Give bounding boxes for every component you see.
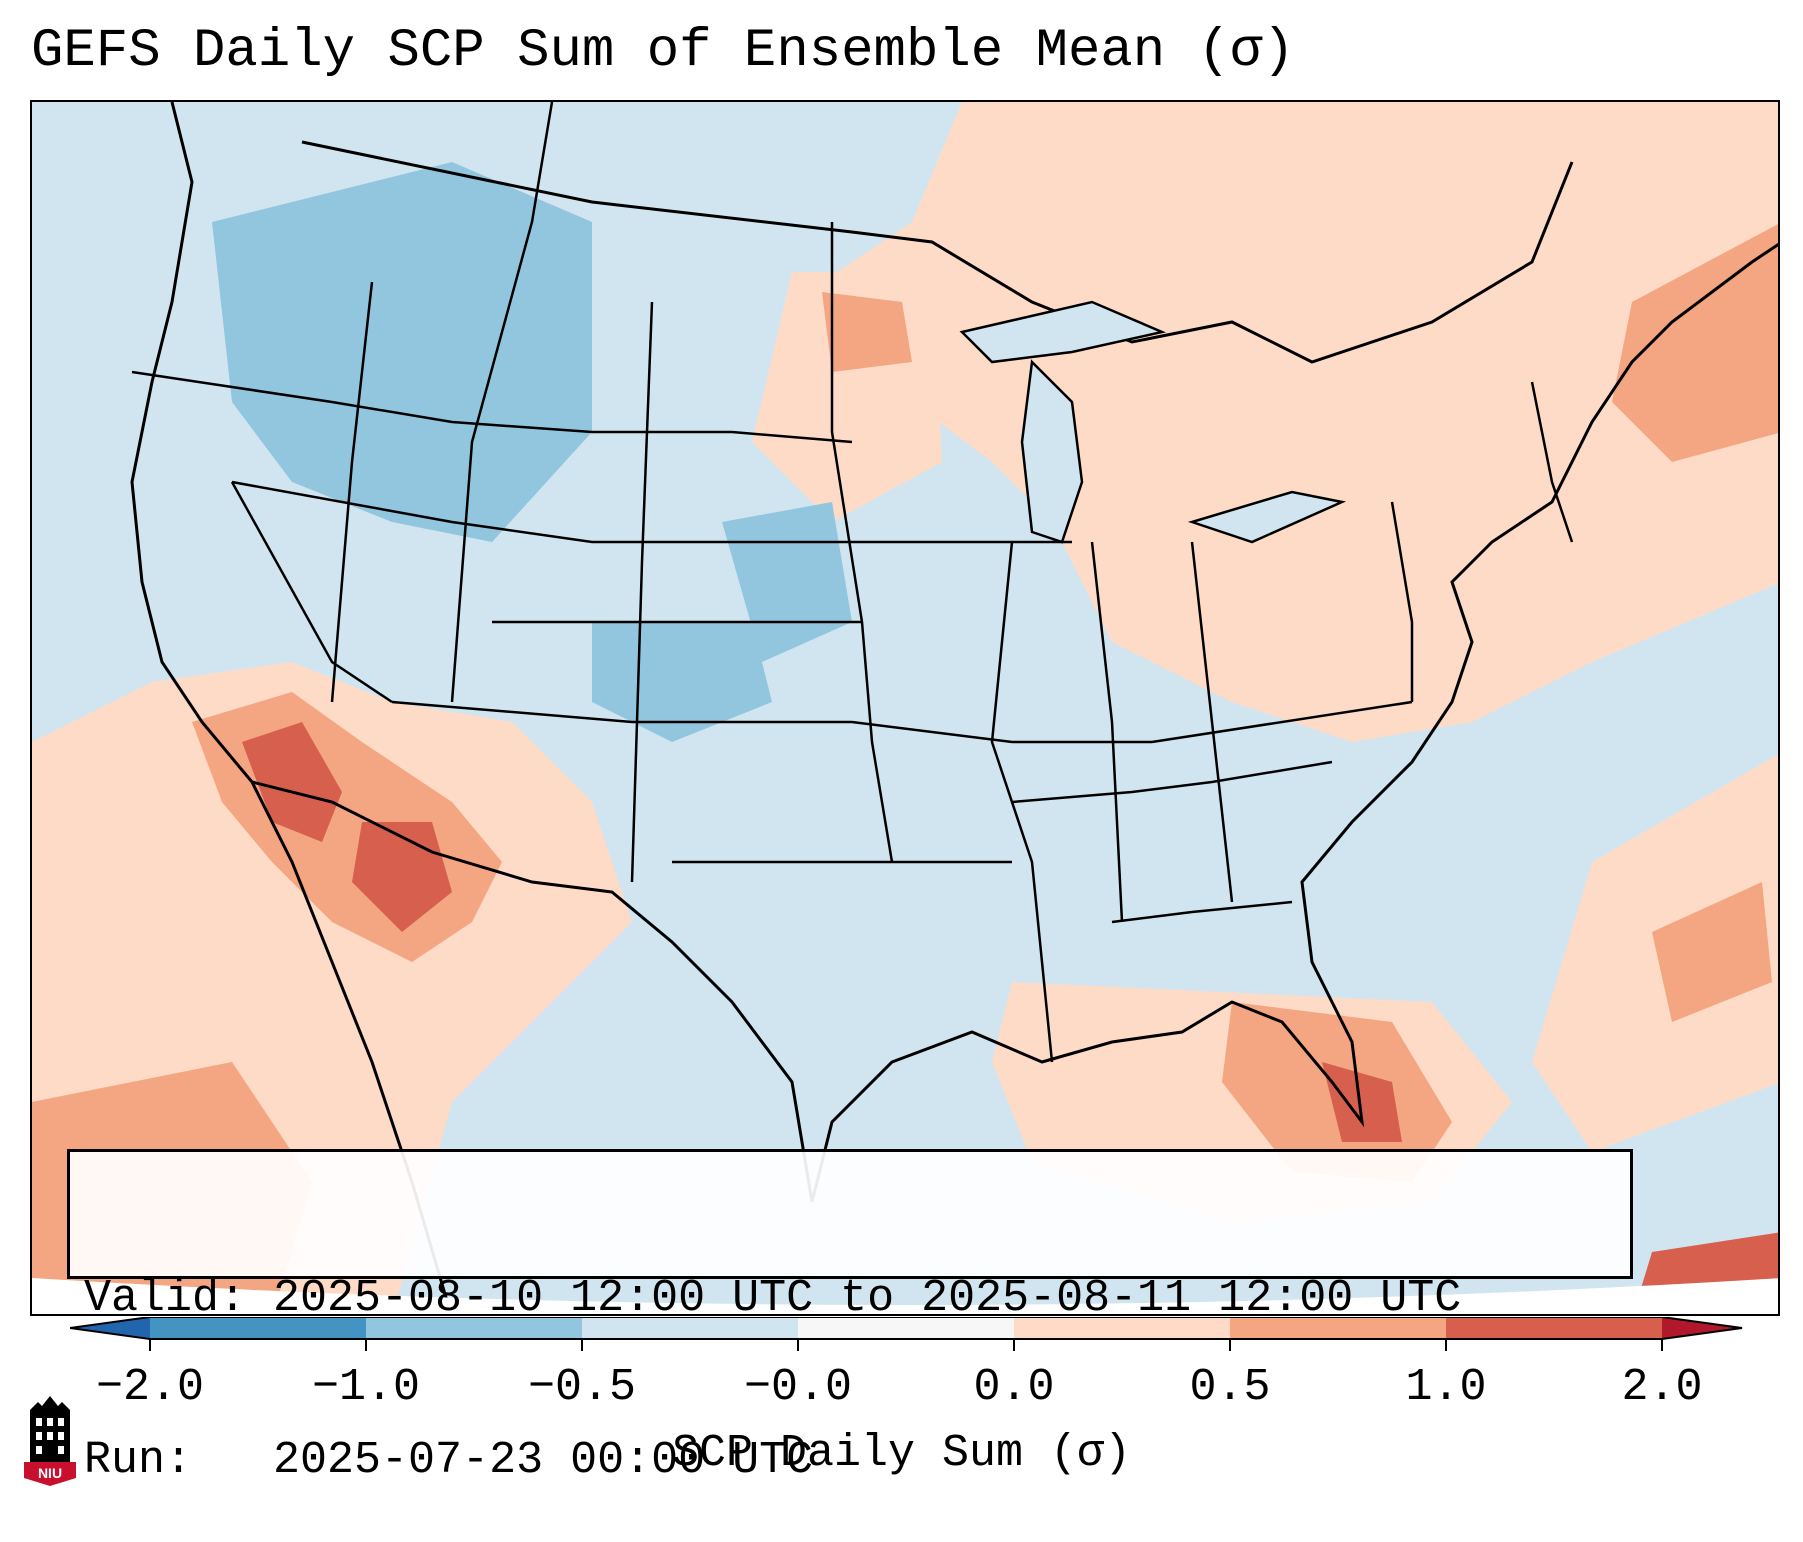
chart-title: GEFS Daily SCP Sum of Ensemble Mean (σ) xyxy=(31,21,1295,82)
state-line xyxy=(131,370,853,444)
state-line xyxy=(450,102,554,703)
logo-windows xyxy=(36,1418,64,1454)
logo-tower xyxy=(30,1396,70,1462)
state-line xyxy=(231,480,1072,544)
state-line xyxy=(990,541,1054,1063)
colorbar-tick-label: 2.0 xyxy=(1621,1362,1703,1413)
anomaly-region-northeast xyxy=(792,102,1778,742)
run-time-text: Run: 2025-07-23 00:00 UTC xyxy=(84,1435,814,1486)
colorbar-ticks xyxy=(149,1339,1663,1351)
colorbar-segment xyxy=(1446,1317,1662,1339)
anomaly-region-northwest-cool xyxy=(212,162,592,542)
state-line xyxy=(230,481,393,704)
colorbar-extend-max xyxy=(1662,1317,1742,1339)
colorbar-segment xyxy=(150,1317,366,1339)
projection-edge xyxy=(32,1278,1778,1314)
colorbar-tick-label: 0.5 xyxy=(1189,1362,1271,1413)
anomaly-region-atlantic-strong xyxy=(1652,882,1772,1022)
valid-time-text: Valid: 2025-08-10 12:00 UTC to 2025-08-1… xyxy=(84,1273,1462,1324)
lake-erie xyxy=(1187,490,1347,544)
anomaly-field xyxy=(32,102,1778,1314)
country-border xyxy=(301,140,1574,364)
state-line xyxy=(1090,541,1124,923)
colorbar-tick-label: −0.5 xyxy=(527,1362,637,1413)
niu-logo-icon: NIU xyxy=(24,1396,76,1486)
map-svg xyxy=(32,102,1778,1314)
state-line xyxy=(1530,381,1574,543)
logo-shield xyxy=(24,1462,76,1486)
anomaly-region-southwest-max xyxy=(242,722,342,842)
state-line xyxy=(830,222,894,863)
colorbar-extend-min xyxy=(70,1317,150,1339)
colorbar-tick-label: −0.0 xyxy=(743,1362,853,1413)
lake-superior xyxy=(959,300,1167,364)
anomaly-region-ne-strong xyxy=(1612,224,1778,462)
coastline-west xyxy=(130,102,453,1314)
state-lines xyxy=(131,102,1574,1063)
state-line xyxy=(630,301,654,883)
state-line xyxy=(1190,541,1234,903)
validity-box: Valid: 2025-08-10 12:00 UTC to 2025-08-1… xyxy=(67,1149,1633,1486)
colorbar-segment xyxy=(582,1317,798,1339)
map-panel xyxy=(30,100,1780,1316)
colorbar-label: SCP Daily Sum (σ) xyxy=(671,1428,1132,1479)
colorbar xyxy=(70,1317,1743,1351)
mexico-border xyxy=(251,780,814,1203)
colorbar-tick-label: 1.0 xyxy=(1405,1362,1487,1413)
anomaly-region-dakotas-strong xyxy=(822,292,912,372)
colorbar-segment xyxy=(1014,1317,1230,1339)
colorbar-segment xyxy=(1230,1317,1446,1339)
state-line xyxy=(1390,501,1414,702)
anomaly-region-florida-max xyxy=(1322,1062,1402,1142)
lake-michigan xyxy=(1020,359,1084,544)
anomaly-region-colorado-cool xyxy=(592,622,772,742)
colorbar-segment xyxy=(798,1317,1014,1339)
colorbar-tick-label: −1.0 xyxy=(311,1362,421,1413)
state-line xyxy=(330,281,374,703)
state-line xyxy=(1111,900,1293,924)
colorbar-tick-label: −2.0 xyxy=(95,1362,205,1413)
colorbar-tick-label: 0.0 xyxy=(973,1362,1055,1413)
anomaly-region-atlantic xyxy=(1532,754,1778,1152)
colorbar-segment xyxy=(366,1317,582,1339)
state-line xyxy=(391,700,1413,744)
coastline-gulf xyxy=(810,242,1778,1203)
logo-text: NIU xyxy=(38,1465,62,1481)
state-line xyxy=(1011,760,1333,804)
